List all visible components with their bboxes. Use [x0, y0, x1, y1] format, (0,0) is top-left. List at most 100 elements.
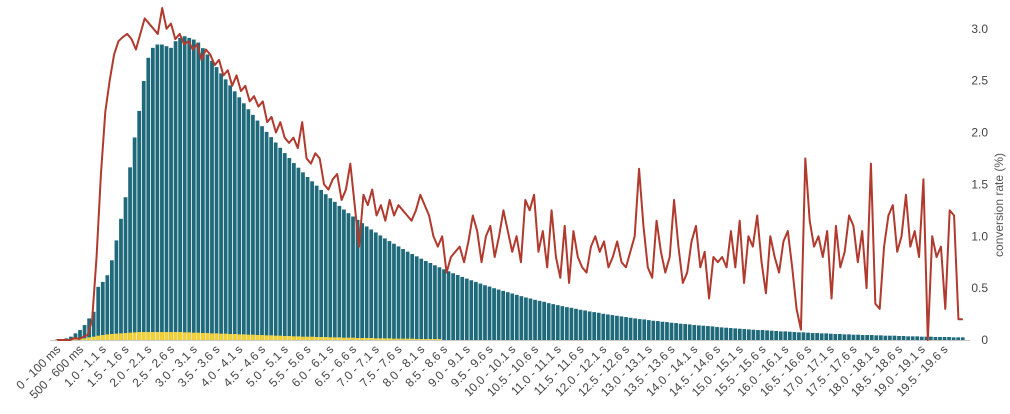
- conversions-bar: [110, 334, 114, 340]
- conversions-bar: [296, 336, 301, 340]
- sessions-bar: [851, 334, 856, 340]
- sessions-bar: [301, 172, 305, 340]
- conversions-bar: [169, 332, 173, 340]
- sessions-bar: [715, 327, 719, 340]
- sessions-bar: [401, 249, 405, 340]
- sessions-bar: [656, 321, 660, 340]
- conversions-bar: [128, 332, 132, 340]
- conversions-bar: [105, 334, 110, 340]
- sessions-bar: [514, 294, 519, 340]
- sessions-bar: [437, 267, 442, 340]
- sessions-bar: [91, 311, 96, 340]
- sessions-bar: [678, 323, 683, 340]
- sessions-bar: [551, 304, 556, 340]
- sessions-bar: [150, 47, 155, 341]
- sessions-bar: [565, 307, 569, 340]
- conversions-bar: [292, 336, 296, 340]
- sessions-bar: [696, 325, 701, 340]
- sessions-bar: [423, 260, 428, 340]
- sessions-bar: [560, 306, 565, 340]
- conversions-bar: [255, 335, 260, 340]
- sessions-bar-series: [55, 36, 965, 341]
- conversions-bar: [328, 337, 333, 340]
- conversions-bar: [419, 339, 424, 340]
- conversion-rate-line-series: [57, 7, 963, 341]
- sessions-bar: [747, 329, 751, 340]
- sessions-bar: [410, 254, 415, 340]
- conversions-bar: [205, 333, 210, 340]
- sessions-bar: [642, 319, 647, 340]
- conversions-bar: [228, 334, 233, 340]
- sessions-bar: [787, 331, 792, 340]
- sessions-bar: [100, 281, 105, 340]
- conversions-bar: [91, 336, 96, 340]
- sessions-bar: [69, 336, 73, 340]
- conversions-bar: [173, 332, 178, 340]
- sessions-bar: [665, 322, 669, 340]
- sessions-bar: [587, 311, 592, 340]
- sessions-bar: [810, 333, 815, 340]
- conversions-bar: [401, 338, 405, 340]
- sessions-bar: [888, 335, 892, 340]
- conversions-bar: [360, 338, 364, 340]
- conversions-bar: [310, 336, 314, 340]
- sessions-bar: [342, 209, 346, 340]
- sessions-bar: [960, 337, 965, 340]
- sessions-bar: [392, 243, 396, 340]
- right-y-axis-title: conversion rate (%): [992, 153, 1006, 257]
- sessions-bar: [733, 328, 738, 340]
- sessions-bar: [260, 126, 264, 340]
- sessions-bar: [223, 79, 228, 340]
- conversions-bar: [373, 338, 378, 340]
- sessions-bar: [592, 312, 597, 340]
- sessions-bar: [346, 213, 351, 340]
- sessions-bar: [305, 176, 310, 340]
- sessions-bar: [933, 337, 938, 340]
- sessions-bar: [469, 280, 474, 340]
- sessions-bar: [619, 316, 624, 340]
- sessions-bar: [874, 335, 879, 340]
- sessions-bar: [405, 251, 410, 340]
- conversions-bar: [146, 332, 151, 340]
- sessions-bar: [296, 167, 301, 340]
- conversions-bar: [187, 332, 192, 340]
- sessions-bar: [396, 246, 401, 340]
- right-y-axis: 0 0.5 1.0 1.5 2.0 2.5 3.0: [971, 22, 988, 347]
- sessions-bar: [792, 332, 797, 340]
- sessions-bar: [951, 337, 956, 340]
- sessions-bar: [237, 97, 242, 340]
- sessions-bar: [496, 289, 501, 340]
- sessions-bar: [942, 337, 947, 340]
- conversions-bar: [269, 335, 273, 340]
- sessions-bar: [332, 201, 337, 340]
- sessions-bar: [878, 335, 883, 340]
- sessions-bar: [778, 331, 783, 340]
- sessions-bar: [337, 205, 342, 340]
- sessions-bar: [369, 229, 374, 340]
- sessions-bar: [128, 167, 132, 340]
- sessions-bar: [78, 330, 82, 340]
- sessions-bar: [446, 271, 451, 340]
- sessions-bar: [546, 303, 551, 340]
- sessions-bar: [164, 46, 169, 341]
- conversions-bar: [96, 335, 101, 340]
- sessions-bar: [865, 335, 870, 340]
- conversions-bar: [132, 332, 137, 340]
- sessions-bar: [105, 275, 110, 340]
- conversions-bar: [155, 332, 160, 340]
- conversions-bar: [332, 337, 337, 340]
- conversions-bar: [351, 337, 355, 340]
- conversions-bar: [342, 337, 346, 340]
- sessions-bar: [956, 337, 961, 340]
- sessions-bar: [929, 336, 933, 340]
- sessions-bar: [292, 163, 296, 340]
- sessions-bar: [856, 334, 860, 340]
- conversions-bar: [214, 333, 219, 340]
- sessions-bar: [96, 286, 101, 340]
- conversions-bar: [150, 332, 155, 340]
- sessions-bar: [801, 332, 806, 340]
- sessions-bar: [196, 42, 201, 340]
- sessions-bar: [578, 309, 583, 340]
- sessions-bar: [569, 307, 574, 340]
- sessions-bar: [828, 333, 833, 340]
